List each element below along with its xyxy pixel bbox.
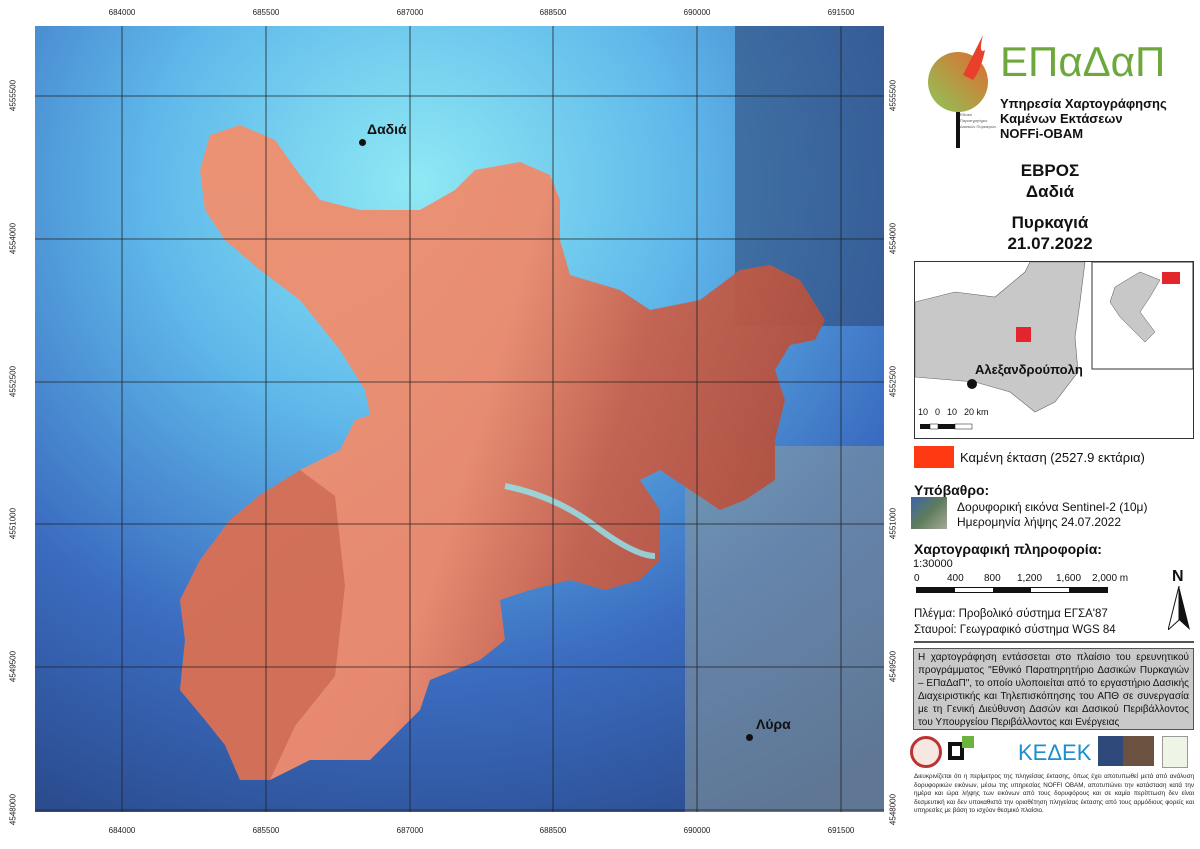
- scalebar: [916, 587, 1108, 593]
- logo-small-text: Εθνικό Παρατηρητήριο Δασικών Πυρκαγιών: [960, 112, 997, 129]
- north-label: N: [1172, 568, 1184, 585]
- y-tick-label: 4549500: [8, 650, 18, 683]
- legend-burned-swatch: [914, 446, 954, 468]
- x-tick-label: 685500: [252, 8, 280, 17]
- partner-logos: ΚΕΔΕΚ: [910, 736, 1195, 770]
- x-tick-label: 691500: [827, 8, 855, 17]
- burned-area-southwest-dark: [180, 470, 345, 780]
- y-tick-label: 4548000: [888, 793, 898, 826]
- y-tick-label: 4554000: [8, 222, 18, 255]
- digital-governance-logo: [948, 742, 964, 760]
- event-title: Πυρκαγιά: [1011, 213, 1089, 232]
- green-squares-logo: [962, 736, 974, 748]
- region-title: ΕΒΡΟΣ: [1020, 161, 1080, 180]
- map-title: ΕΒΡΟΣ Δαδιά Πυρκαγιά 21.07.2022: [905, 160, 1195, 254]
- y-tick-label: 4555500: [888, 79, 898, 112]
- x-tick-label: 690000: [683, 8, 711, 17]
- background-line-1: Δορυφορική εικόνα Sentinel-2 (10μ): [957, 500, 1148, 514]
- service-line-3: NOFFi-OBAM: [1000, 126, 1084, 141]
- river: [504, 483, 656, 559]
- event-date: 21.07.2022: [1007, 234, 1093, 253]
- crosses-info: Σταυροί: Γεωγραφικό σύστημα WGS 84: [914, 624, 1116, 636]
- place-title: Δαδιά: [1025, 182, 1075, 201]
- x-tick-label: 691500: [827, 826, 855, 835]
- north-arrow-icon: [1168, 586, 1190, 630]
- info-box: Η χαρτογράφηση εντάσσεται στο πλαίσιο το…: [913, 648, 1194, 730]
- scale-label: 400: [947, 573, 964, 584]
- x-tick-label: 687000: [396, 8, 424, 17]
- town-marker-lyra: [746, 734, 753, 741]
- disclaimer: Διευκρινίζεται ότι η περίμετρος της πληγ…: [914, 773, 1194, 814]
- inset-scale-label: 10: [918, 407, 929, 417]
- background-thumbnail: [911, 497, 947, 529]
- service-title: Υπηρεσία Χαρτογράφησης Καμένων Εκτάσεων …: [1000, 96, 1167, 141]
- y-tick-label: 4554000: [888, 222, 898, 255]
- background-line-2: Ημερομηνία λήψης 24.07.2022: [957, 515, 1122, 529]
- x-tick-label: 684000: [108, 8, 136, 17]
- inset-scale-labels: 10 0 10 20 km: [918, 407, 989, 417]
- forest-service-logo: [1162, 736, 1188, 768]
- scalebar-labels: 0 400 800 1,200 1,600 2,000 m: [914, 573, 1128, 585]
- grid-info: Πλέγμα: Προβολικό σύστημα ΕΓΣΑ'87: [914, 608, 1108, 620]
- background-info: Δορυφορική εικόνα Sentinel-2 (10μ) Ημερο…: [957, 500, 1147, 530]
- scale-label: 800: [984, 573, 1001, 584]
- x-tick-label: 688500: [539, 826, 567, 835]
- legend-burned-label: Καμένη έκταση (2527.9 εκτάρια): [960, 450, 1145, 465]
- y-tick-label: 4552500: [888, 365, 898, 398]
- inset-scale-label: 10: [947, 407, 958, 417]
- service-line-1: Υπηρεσία Χαρτογράφησης: [1000, 96, 1167, 111]
- divider: [914, 641, 1194, 643]
- scale-label: 2,000 m: [1092, 573, 1129, 584]
- x-tick-label: 684000: [108, 826, 136, 835]
- y-tick-label: 4551000: [888, 507, 898, 540]
- scale-label: 1,600: [1056, 573, 1082, 584]
- carto-scale: 1:30000: [913, 558, 953, 570]
- y-tick-label: 4552500: [8, 365, 18, 398]
- scale-label: 1,200: [1017, 573, 1043, 584]
- x-tick-label: 690000: [683, 826, 711, 835]
- inset-scale-label: 0: [935, 407, 941, 417]
- inset-scale-label: 20 km: [964, 407, 989, 417]
- town-marker-dadia: [359, 139, 366, 146]
- carto-heading: Χαρτογραφική πληροφορία:: [914, 541, 1102, 557]
- town-label-lyra: Λύρα: [756, 716, 791, 732]
- y-tick-label: 4549500: [888, 650, 898, 683]
- x-tick-label: 688500: [539, 8, 567, 17]
- inset-city-label: Αλεξανδρούπολη: [975, 362, 1083, 377]
- ministry-logo: [1098, 736, 1154, 766]
- x-tick-label: 687000: [396, 826, 424, 835]
- projection-info: Πλέγμα: Προβολικό σύστημα ΕΓΣΑ'87 Σταυρο…: [914, 606, 1116, 638]
- background-heading: Υπόβαθρο:: [914, 482, 990, 498]
- y-tick-label: 4548000: [8, 793, 18, 826]
- x-tick-label: 685500: [252, 826, 280, 835]
- logo-name: ΕΠαΔαΠ: [1000, 38, 1166, 85]
- kedek-logo: ΚΕΔΕΚ: [1018, 740, 1092, 765]
- scale-label: 0: [914, 573, 920, 584]
- y-tick-label: 4551000: [8, 507, 18, 540]
- town-label-dadia: Δαδιά: [367, 121, 407, 137]
- logo: [923, 30, 998, 150]
- satellite-map[interactable]: [35, 26, 884, 812]
- y-tick-label: 4555500: [8, 79, 18, 112]
- auth-seal-logo: [910, 736, 942, 768]
- map-grid: [35, 26, 884, 812]
- service-line-2: Καμένων Εκτάσεων: [1000, 111, 1123, 126]
- inset-map[interactable]: Αλεξανδρούπολη 10 0 10 20 km: [914, 261, 1194, 439]
